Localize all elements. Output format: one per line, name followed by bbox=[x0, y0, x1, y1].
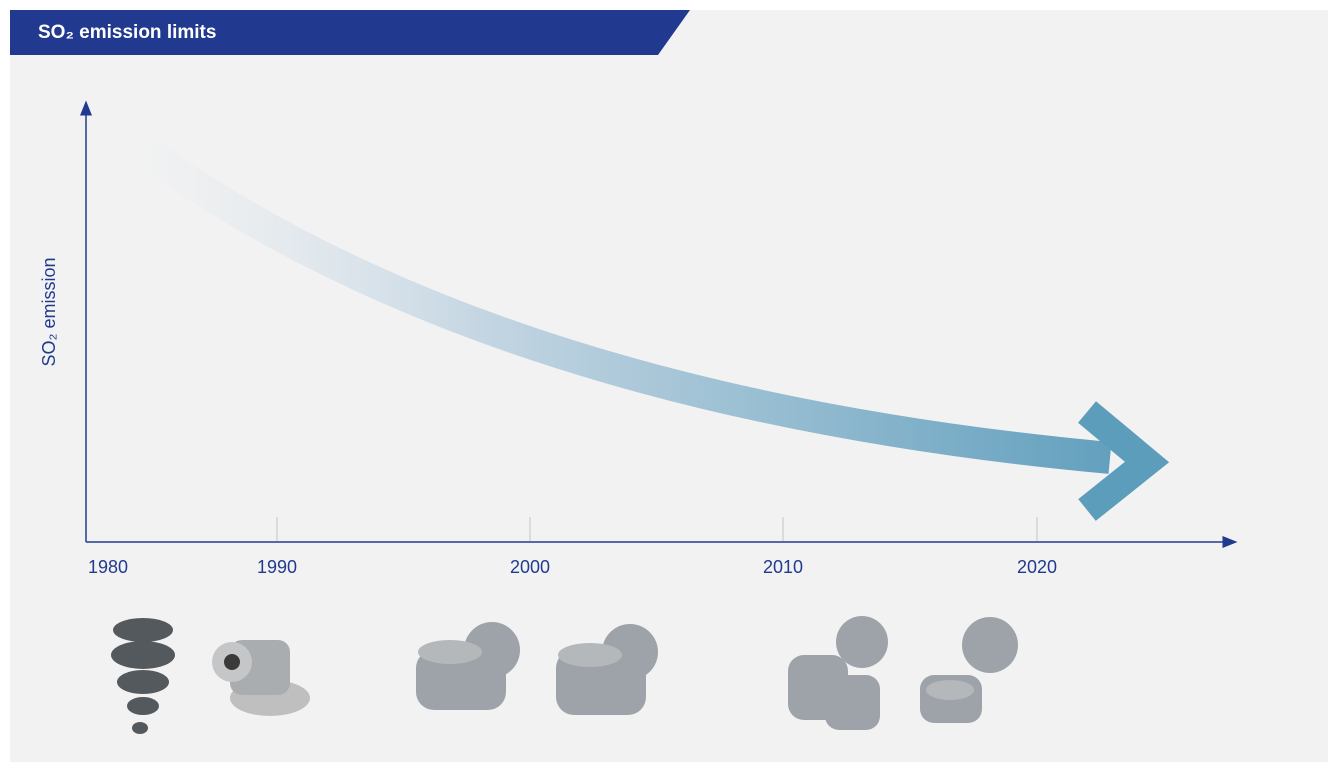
nozzle bbox=[788, 616, 888, 730]
x-label: 2000 bbox=[510, 557, 550, 577]
x-label: 2020 bbox=[1017, 557, 1057, 577]
nozzles bbox=[111, 616, 1018, 734]
header-band bbox=[10, 10, 690, 55]
nozzle bbox=[111, 618, 175, 734]
x-label: 1980 bbox=[88, 557, 128, 577]
y-axis-label: SO₂ emission bbox=[39, 257, 59, 366]
ticks bbox=[276, 517, 1038, 541]
header-title: SO₂ emission limits bbox=[38, 22, 216, 43]
nozzle bbox=[556, 624, 658, 715]
trend-arrow bbox=[120, 127, 1112, 474]
arrow-head bbox=[1078, 401, 1170, 521]
nozzle bbox=[920, 617, 1018, 723]
nozzle bbox=[416, 622, 520, 710]
x-label: 2010 bbox=[763, 557, 803, 577]
x-label: 1990 bbox=[257, 557, 297, 577]
nozzle bbox=[212, 640, 310, 716]
